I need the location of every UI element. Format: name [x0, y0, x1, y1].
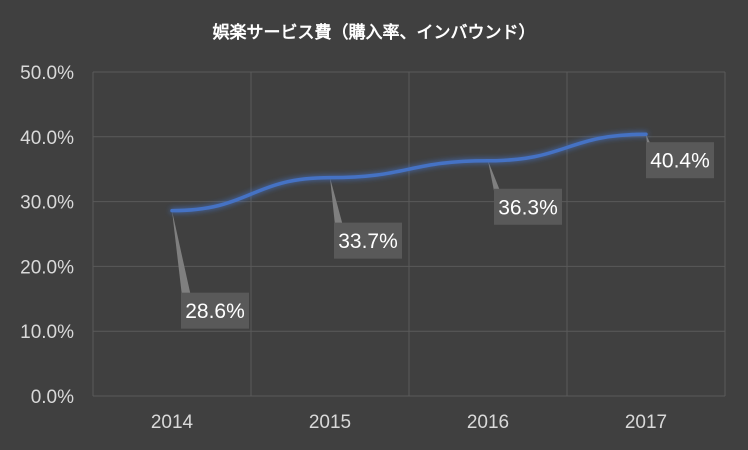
x-tick-label: 2015 [309, 412, 351, 433]
series-line-group [170, 132, 648, 213]
y-tick-label: 0.0% [31, 387, 74, 408]
data-label-box [494, 188, 562, 225]
y-tick-label: 30.0% [20, 193, 74, 214]
data-label-leader [172, 210, 195, 315]
data-label: 33.7% [338, 230, 398, 253]
data-label-box [181, 292, 249, 329]
y-axis-ticks: 0.0% 10.0% 20.0% 30.0% 40.0% 50.0% [20, 63, 74, 408]
data-label-box [646, 142, 714, 179]
chart-title: 娯楽サービス費（購入率、インバウンド） [213, 22, 536, 42]
data-label: 28.6% [185, 300, 245, 323]
y-tick-label: 50.0% [20, 63, 74, 84]
data-label-box [334, 222, 402, 259]
y-tick-label: 10.0% [20, 322, 74, 343]
y-tick-label: 20.0% [20, 257, 74, 278]
y-tick-label: 40.0% [20, 128, 74, 149]
x-axis-ticks: 2014 2015 2016 2017 [151, 412, 667, 433]
data-label: 40.4% [650, 150, 710, 173]
x-tick-label: 2016 [467, 412, 509, 433]
x-tick-label: 2014 [151, 412, 194, 433]
data-label: 36.3% [498, 196, 558, 219]
x-tick-label: 2017 [625, 412, 667, 433]
series-line [170, 132, 648, 213]
data-labels: 28.6% 33.7% 36.3% 40.4% [181, 142, 714, 329]
gridlines [92, 71, 726, 397]
data-label-leaders [172, 134, 660, 315]
